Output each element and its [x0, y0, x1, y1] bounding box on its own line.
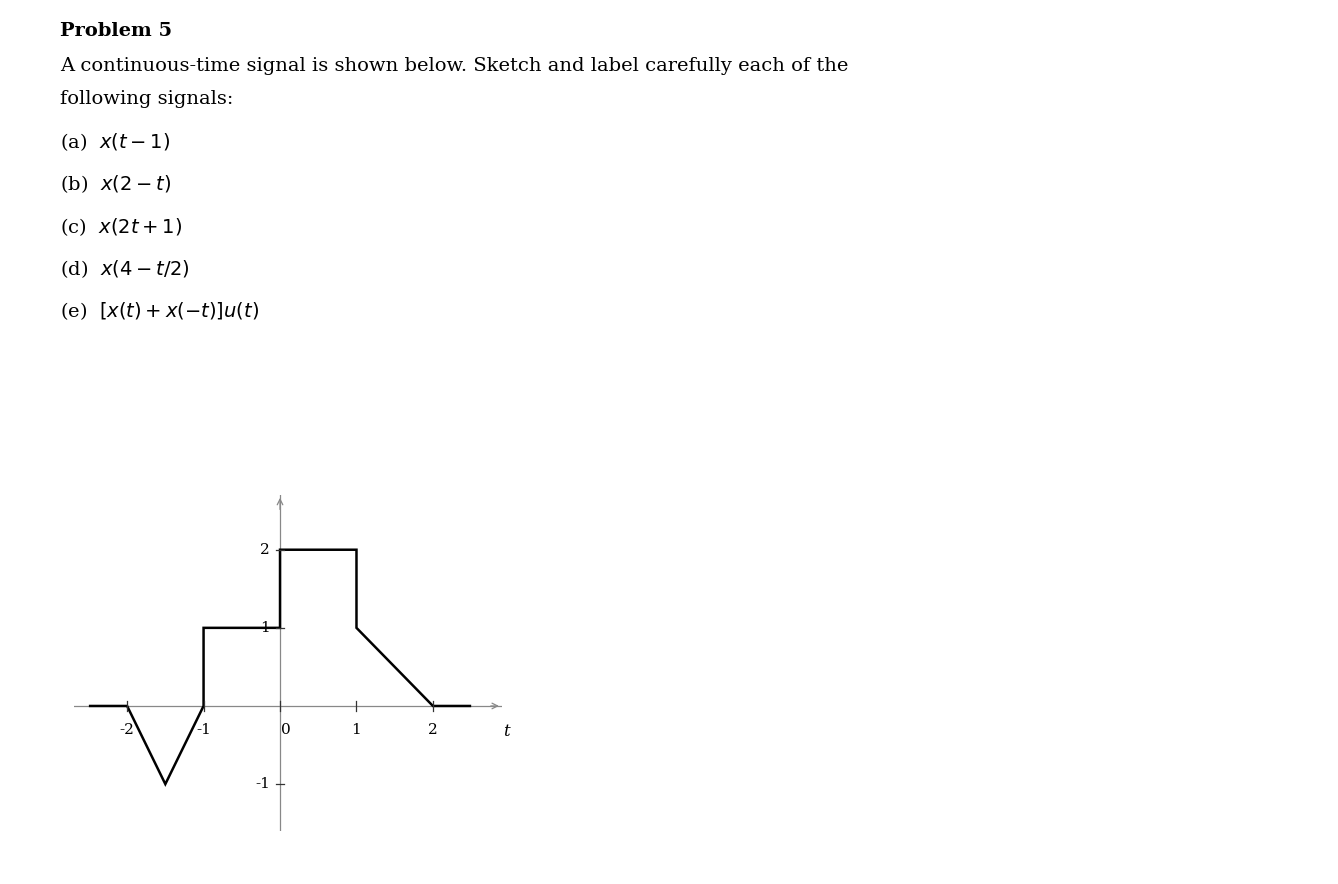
Text: 2: 2 [261, 543, 270, 557]
Text: (e)  $[x(t)+x(-t)]u(t)$: (e) $[x(t)+x(-t)]u(t)$ [60, 301, 260, 323]
Text: t: t [503, 723, 510, 740]
Text: 0: 0 [281, 723, 290, 737]
Text: -2: -2 [119, 723, 135, 737]
Text: A continuous-time signal is shown below. Sketch and label carefully each of the: A continuous-time signal is shown below.… [60, 57, 848, 75]
Text: (a)  $x(t-1)$: (a) $x(t-1)$ [60, 131, 170, 153]
Text: 1: 1 [261, 621, 270, 635]
Text: Problem 5: Problem 5 [60, 22, 173, 40]
Text: (b)  $x(2-t)$: (b) $x(2-t)$ [60, 173, 171, 195]
Text: 1: 1 [352, 723, 361, 737]
Text: 2: 2 [428, 723, 438, 737]
Text: (d)  $x(4-t/2)$: (d) $x(4-t/2)$ [60, 258, 190, 280]
Text: (c)  $x(2t+1)$: (c) $x(2t+1)$ [60, 216, 182, 238]
Text: -1: -1 [197, 723, 211, 737]
Text: -1: -1 [256, 777, 270, 791]
Text: following signals:: following signals: [60, 90, 234, 108]
